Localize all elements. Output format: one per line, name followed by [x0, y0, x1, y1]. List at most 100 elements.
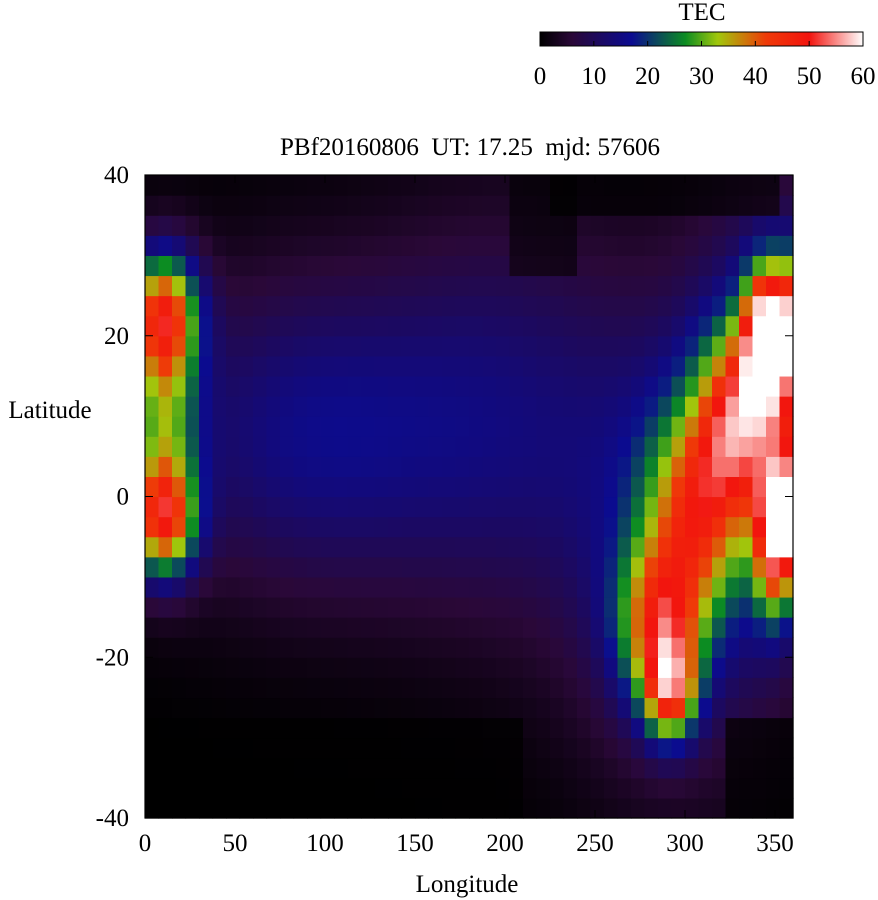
heatmap-cell	[509, 797, 524, 819]
heatmap-cell	[725, 295, 740, 317]
heatmap-cell	[307, 576, 322, 598]
heatmap-cell	[496, 677, 511, 699]
heatmap-cell	[415, 637, 430, 658]
heatmap-cell	[550, 677, 565, 699]
heatmap-cell	[644, 737, 659, 759]
heatmap-cell	[253, 757, 268, 779]
heatmap-cell	[212, 516, 227, 538]
heatmap-cell	[577, 235, 592, 256]
heatmap-cell	[469, 215, 484, 236]
heatmap-cell	[536, 255, 551, 277]
heatmap-cell	[158, 255, 173, 277]
heatmap-cell	[145, 596, 160, 618]
heatmap-cell	[779, 777, 794, 799]
heatmap-cell	[145, 576, 160, 598]
heatmap-cell	[320, 255, 335, 277]
heatmap-cell	[307, 516, 322, 538]
heatmap-cell	[253, 175, 268, 196]
heatmap-cell	[617, 516, 632, 538]
heatmap-cell	[199, 536, 214, 558]
heatmap-cell	[590, 777, 605, 799]
heatmap-cell	[550, 697, 565, 719]
heatmap-cell	[604, 436, 619, 457]
heatmap-cell	[496, 255, 511, 277]
heatmap-cell	[739, 375, 754, 397]
heatmap-cell	[320, 275, 335, 297]
heatmap-cell	[266, 275, 281, 297]
heatmap-cell	[577, 737, 592, 759]
heatmap-cell	[617, 335, 632, 357]
heatmap-cell	[347, 436, 362, 457]
heatmap-cell	[212, 476, 227, 498]
heatmap-cell	[266, 637, 281, 658]
heatmap-cell	[671, 757, 686, 779]
heatmap-cell	[766, 516, 781, 538]
heatmap-cell	[199, 777, 214, 799]
heatmap-cell	[563, 456, 578, 477]
heatmap-cell	[374, 476, 389, 498]
heatmap-cell	[455, 416, 470, 437]
heatmap-cell	[496, 436, 511, 457]
heatmap-cell	[185, 215, 200, 236]
heatmap-cell	[212, 375, 227, 397]
heatmap-cell	[347, 697, 362, 719]
heatmap-cell	[293, 335, 308, 357]
heatmap-cell	[469, 536, 484, 558]
heatmap-cell	[158, 396, 173, 417]
heatmap-cell	[266, 315, 281, 337]
heatmap-cell	[226, 797, 241, 819]
heatmap-cell	[469, 315, 484, 337]
heatmap-cell	[590, 617, 605, 638]
heatmap-cell	[455, 717, 470, 739]
heatmap-cell	[307, 637, 322, 658]
heatmap-cell	[577, 516, 592, 538]
heatmap-cell	[496, 235, 511, 256]
heatmap-cell	[226, 677, 241, 699]
heatmap-cell	[185, 576, 200, 598]
heatmap-cell	[320, 295, 335, 317]
heatmap-cell	[671, 375, 686, 397]
heatmap-cell	[455, 596, 470, 618]
heatmap-cell	[334, 617, 349, 638]
heatmap-cell	[563, 657, 578, 678]
heatmap-cell	[496, 637, 511, 658]
heatmap-cell	[334, 637, 349, 658]
heatmap-cell	[523, 375, 538, 397]
heatmap-cell	[631, 416, 646, 437]
heatmap-cell	[536, 516, 551, 538]
heatmap-cell	[671, 737, 686, 759]
heatmap-cell	[442, 617, 457, 638]
heatmap-cell	[226, 375, 241, 397]
heatmap-cell	[617, 235, 632, 256]
heatmap-cell	[496, 797, 511, 819]
heatmap-cell	[779, 576, 794, 598]
heatmap-cell	[334, 717, 349, 739]
heatmap-cell	[334, 255, 349, 277]
heatmap-cell	[388, 215, 403, 236]
heatmap-cell	[685, 436, 700, 457]
heatmap-cell	[604, 516, 619, 538]
heatmap-cell	[590, 556, 605, 578]
heatmap-cell	[536, 657, 551, 678]
heatmap-cell	[266, 335, 281, 357]
heatmap-cell	[698, 456, 713, 477]
heatmap-cell	[685, 737, 700, 759]
heatmap-cell	[172, 235, 187, 256]
heatmap-cell	[563, 235, 578, 256]
heatmap-cell	[617, 315, 632, 337]
heatmap-cell	[685, 335, 700, 357]
heatmap-cell	[388, 436, 403, 457]
heatmap-cell	[320, 476, 335, 498]
heatmap-cell	[671, 637, 686, 658]
heatmap-cell	[293, 596, 308, 618]
x-tick-label: 250	[576, 830, 614, 857]
heatmap-cell	[455, 396, 470, 417]
heatmap-cell	[334, 536, 349, 558]
heatmap-cell	[280, 737, 295, 759]
heatmap-cell	[779, 436, 794, 457]
heatmap-cell	[307, 476, 322, 498]
heatmap-cell	[739, 797, 754, 819]
heatmap-cell	[482, 797, 497, 819]
heatmap-cell	[334, 476, 349, 498]
heatmap-cell	[725, 777, 740, 799]
